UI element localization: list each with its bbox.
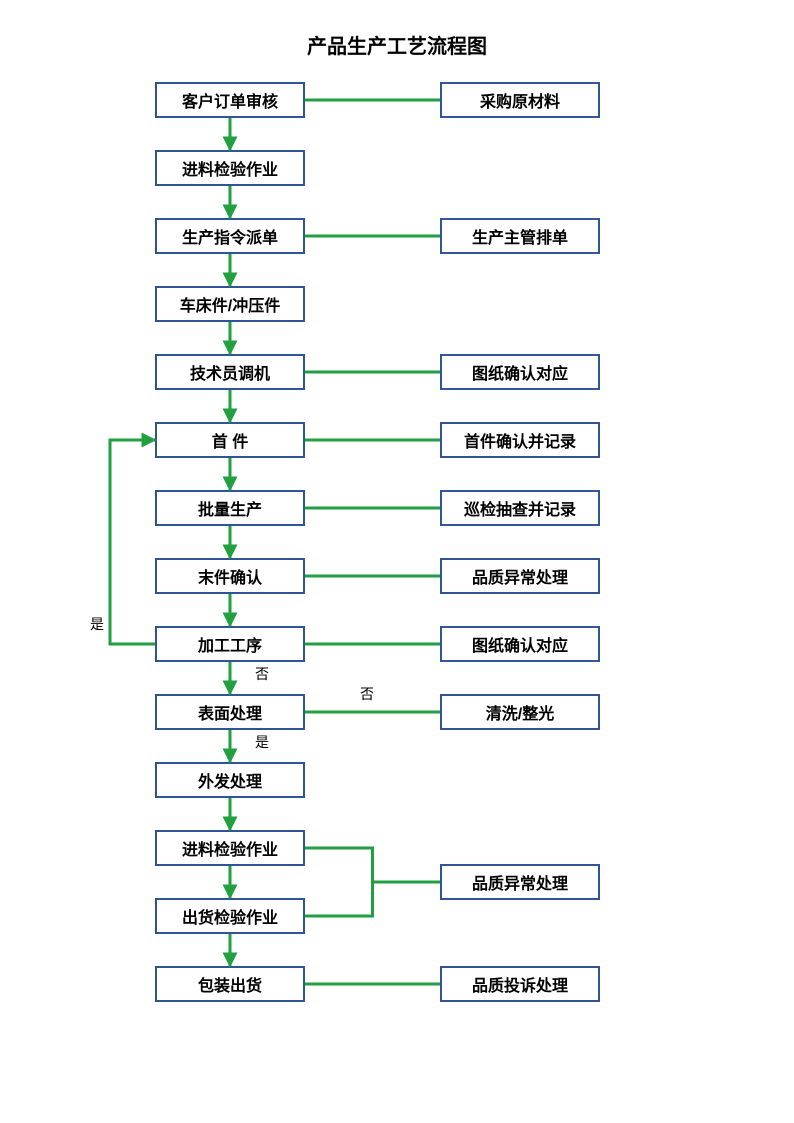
- node-n9: 加工工序: [155, 626, 305, 662]
- node-label: 技术员调机: [190, 360, 270, 384]
- node-label: 表面处理: [198, 700, 262, 724]
- node-r12: 品质异常处理: [440, 864, 600, 900]
- node-label: 出货检验作业: [182, 904, 278, 928]
- node-label: 品质异常处理: [472, 870, 568, 894]
- connectors-layer: [0, 0, 794, 1123]
- node-r1: 采购原材料: [440, 82, 600, 118]
- node-n5: 技术员调机: [155, 354, 305, 390]
- node-r10: 清洗/整光: [440, 694, 600, 730]
- edge-label-yes2: 是: [255, 732, 269, 752]
- node-n14: 包装出货: [155, 966, 305, 1002]
- node-label: 批量生产: [198, 496, 262, 520]
- node-r14: 品质投诉处理: [440, 966, 600, 1002]
- node-label: 品质异常处理: [472, 564, 568, 588]
- node-n3: 生产指令派单: [155, 218, 305, 254]
- node-label: 进料检验作业: [182, 836, 278, 860]
- edge-label-no1: 否: [255, 664, 269, 684]
- node-n11: 外发处理: [155, 762, 305, 798]
- node-r5: 图纸确认对应: [440, 354, 600, 390]
- edge-label-no2: 否: [360, 684, 374, 704]
- node-label: 清洗/整光: [486, 700, 554, 724]
- node-n7: 批量生产: [155, 490, 305, 526]
- node-n1: 客户订单审核: [155, 82, 305, 118]
- node-n4: 车床件/冲压件: [155, 286, 305, 322]
- node-r9: 图纸确认对应: [440, 626, 600, 662]
- node-label: 生产主管排单: [472, 224, 568, 248]
- node-label: 首 件: [212, 428, 248, 452]
- node-label: 车床件/冲压件: [180, 292, 280, 316]
- node-label: 外发处理: [198, 768, 262, 792]
- node-label: 客户订单审核: [182, 88, 278, 112]
- node-n13: 出货检验作业: [155, 898, 305, 934]
- node-label: 加工工序: [198, 632, 262, 656]
- flowchart-page: 产品生产工艺流程图 客户订单审核 采购原材料 进料检验作业 生产指令派单 生产主…: [0, 0, 794, 1123]
- node-label: 巡检抽查并记录: [464, 496, 576, 520]
- node-r6: 首件确认并记录: [440, 422, 600, 458]
- node-label: 生产指令派单: [182, 224, 278, 248]
- node-label: 图纸确认对应: [472, 360, 568, 384]
- edge-label-yes1: 是: [90, 614, 104, 634]
- node-n2: 进料检验作业: [155, 150, 305, 186]
- node-label: 首件确认并记录: [464, 428, 576, 452]
- node-n10: 表面处理: [155, 694, 305, 730]
- node-label: 图纸确认对应: [472, 632, 568, 656]
- page-title: 产品生产工艺流程图: [0, 30, 794, 59]
- node-label: 进料检验作业: [182, 156, 278, 180]
- node-r3: 生产主管排单: [440, 218, 600, 254]
- node-label: 末件确认: [198, 564, 262, 588]
- node-label: 包装出货: [198, 972, 262, 996]
- node-r8: 品质异常处理: [440, 558, 600, 594]
- node-n8: 末件确认: [155, 558, 305, 594]
- node-n12: 进料检验作业: [155, 830, 305, 866]
- node-label: 采购原材料: [480, 88, 560, 112]
- node-r7: 巡检抽查并记录: [440, 490, 600, 526]
- node-n6: 首 件: [155, 422, 305, 458]
- node-label: 品质投诉处理: [472, 972, 568, 996]
